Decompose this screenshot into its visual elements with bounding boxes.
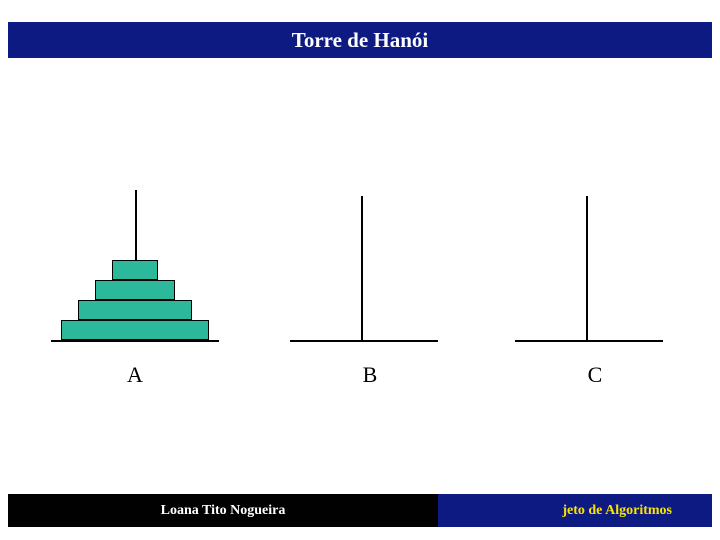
peg-c-base [515, 340, 663, 342]
peg-b-base [290, 340, 438, 342]
peg-b: B [265, 190, 475, 450]
footer-right: jeto de Algoritmos [438, 494, 712, 527]
peg-c: C [490, 190, 700, 450]
peg-a-label: A [30, 362, 240, 388]
title-text: Torre de Hanói [292, 28, 429, 53]
disk-3 [78, 300, 192, 320]
disk-2 [95, 280, 175, 300]
peg-a: A [30, 190, 240, 450]
peg-b-pole [361, 196, 363, 340]
peg-b-label: B [265, 362, 475, 388]
disk-1 [112, 260, 158, 280]
peg-a-base [51, 340, 219, 342]
footer-course: jeto de Algoritmos [562, 503, 672, 519]
disk-4 [61, 320, 209, 340]
title-bar: Torre de Hanói [8, 22, 712, 58]
peg-c-pole [586, 196, 588, 340]
footer-left: Loana Tito Nogueira [8, 494, 438, 527]
hanoi-stage: A B C [0, 60, 720, 480]
footer-author: Loana Tito Nogueira [161, 503, 286, 519]
peg-c-label: C [490, 362, 700, 388]
